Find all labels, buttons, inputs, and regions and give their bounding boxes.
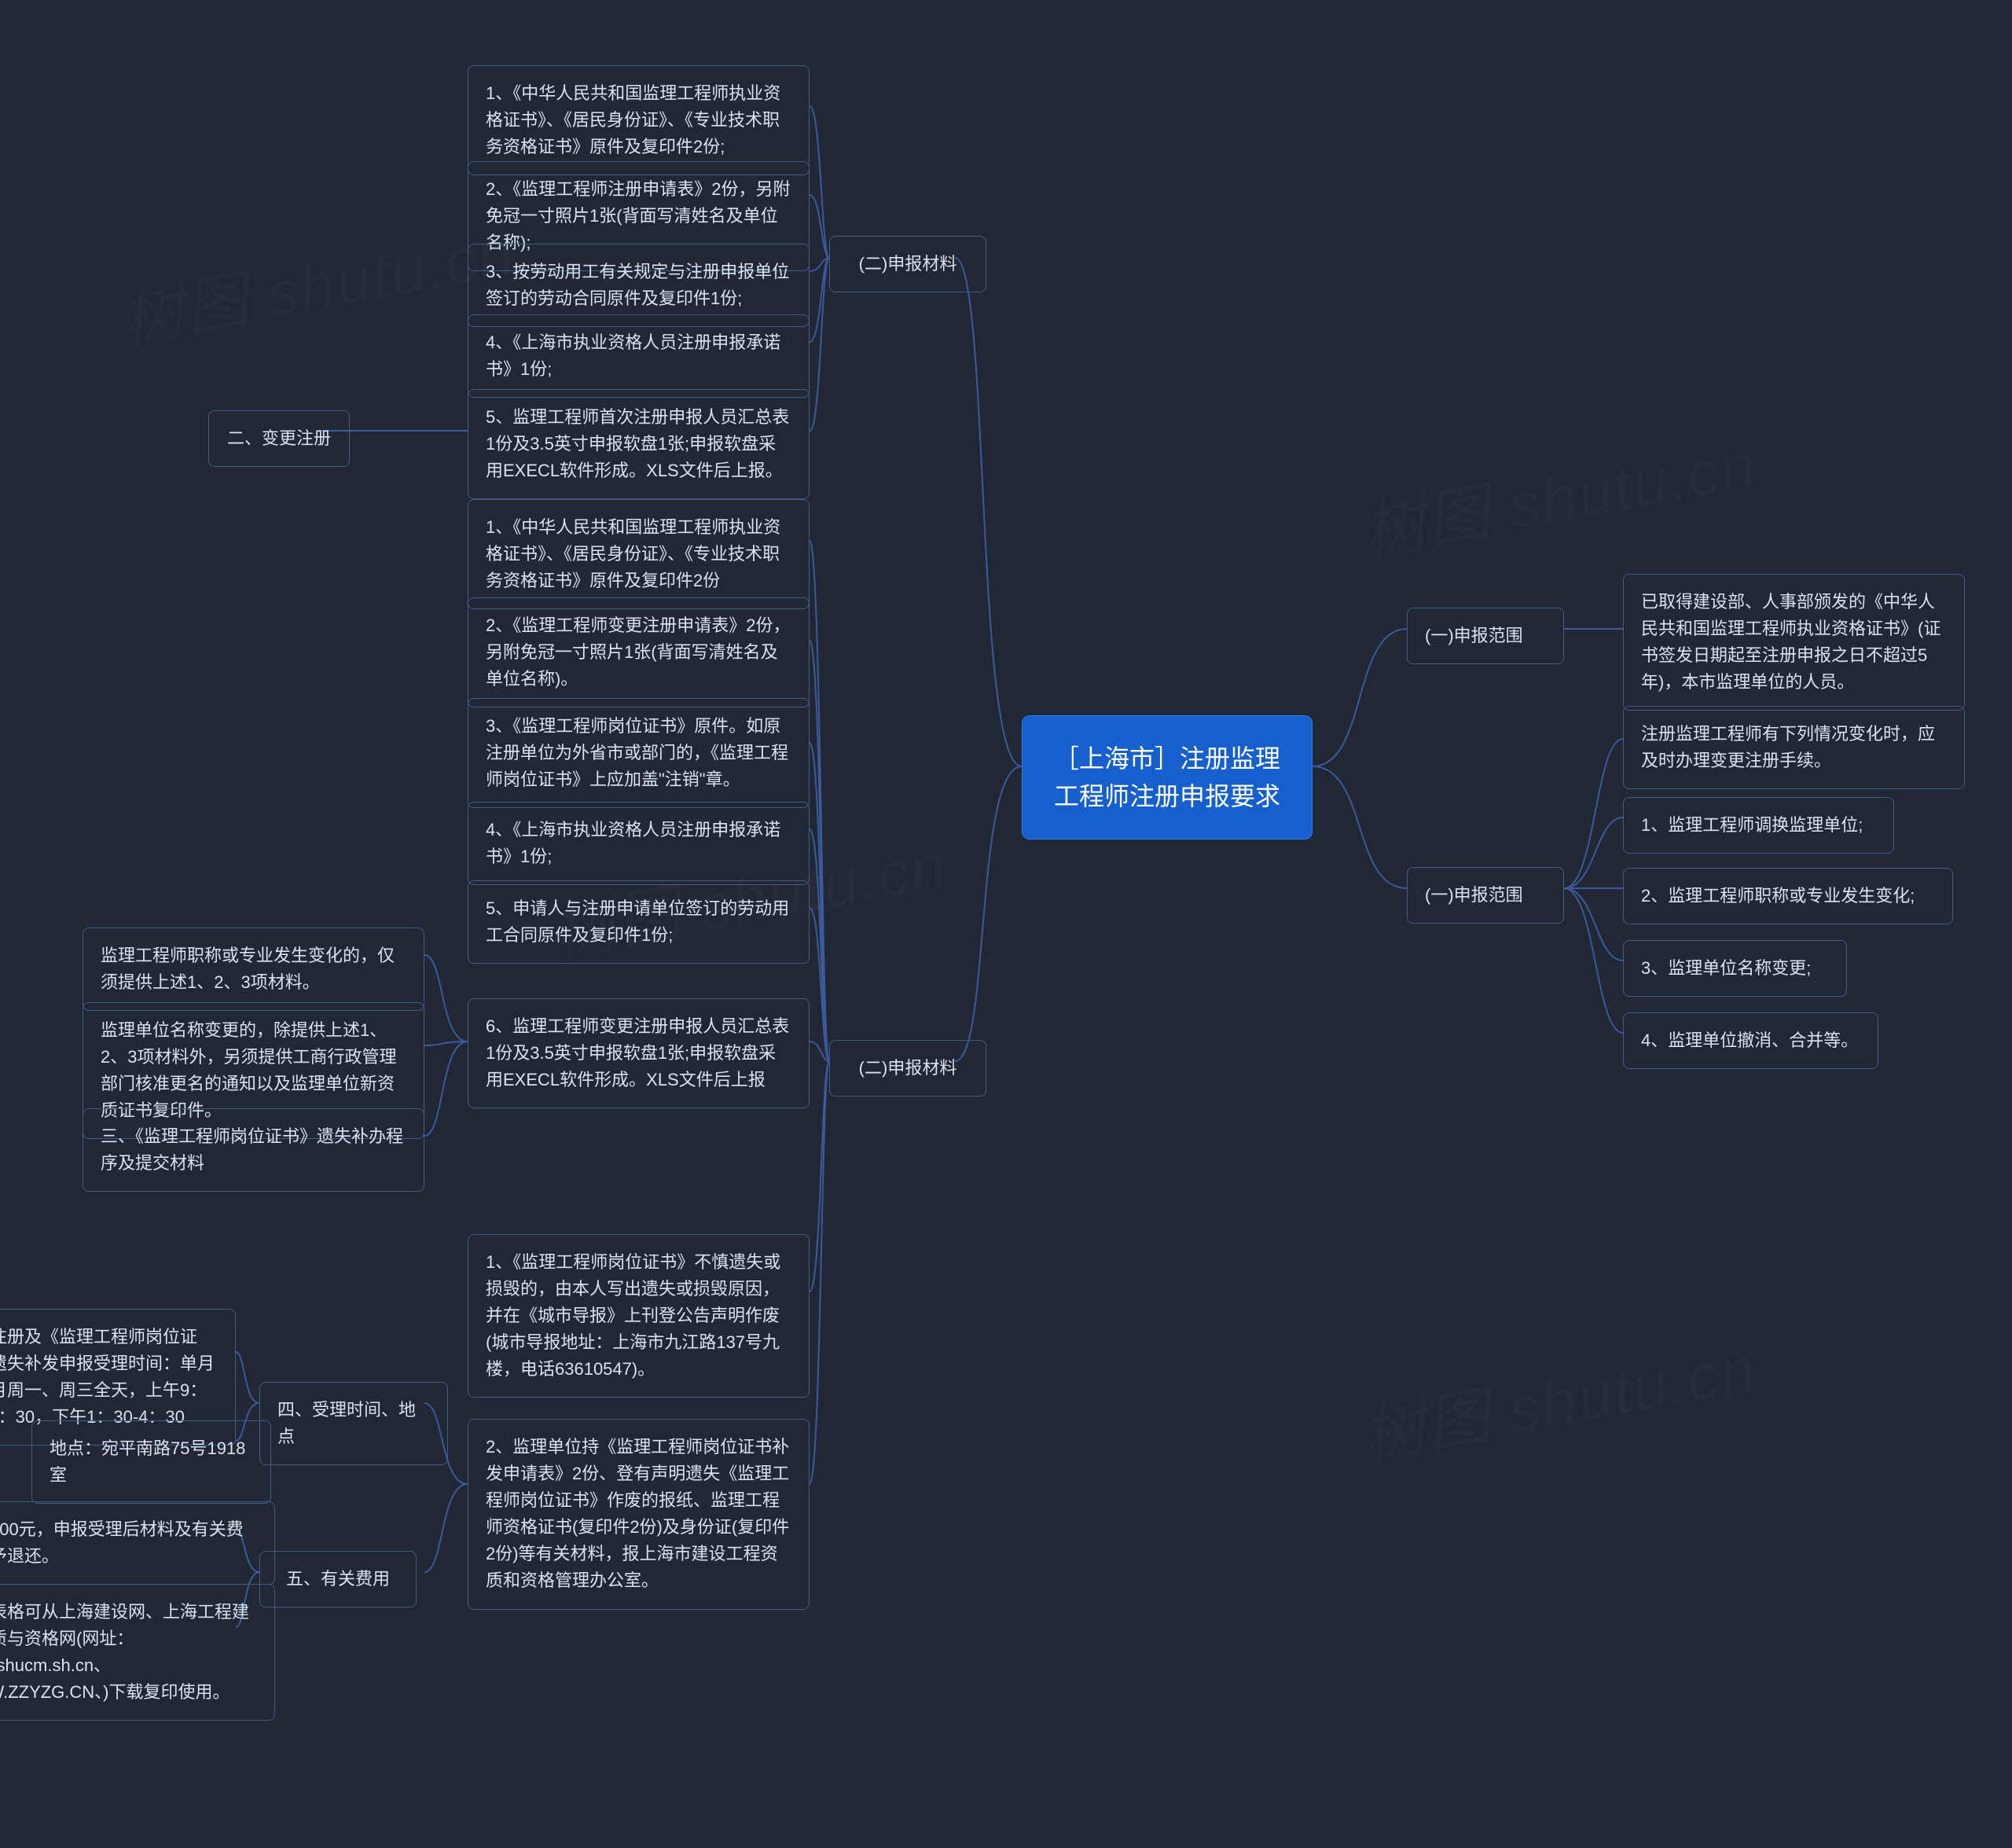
mat1-l1: 1、《中华人民共和国监理工程师执业资格证书》、《居民身份证》、《专业技术职务资格… (468, 65, 810, 175)
watermark: 树图 shutu.cn (1355, 414, 1763, 573)
mat2-l5: 5、申请人与注册申请单位签订的劳动用工合同原件及复印件1份; (468, 880, 810, 964)
fee-d1: 每人100元，申报受理后材料及有关费用不予退还。 (0, 1501, 275, 1585)
root-node: ［上海市］注册监理工程师注册申报要求 (1022, 715, 1313, 839)
watermark: 树图 shutu.cn (1355, 1318, 1763, 1477)
mat2-l7: 1、《监理工程师岗位证书》不慎遗失或损毁的，由本人写出遗失或损毁原因，并在《城市… (468, 1234, 810, 1398)
scope1-label: (一)申报范围 (1407, 608, 1564, 664)
mat2-label: (二)申报材料 (829, 1040, 986, 1097)
scope1-detail: 已取得建设部、人事部颁发的《中华人民共和国监理工程师执业资格证书》(证书签发日期… (1623, 574, 1965, 711)
watermark: 树图 shutu.cn (113, 202, 521, 361)
mat2-l1: 1、《中华人民共和国监理工程师执业资格证书》、《居民身份证》、《专业技术职务资格… (468, 499, 810, 609)
time-label: 四、受理时间、地点 (259, 1382, 448, 1465)
mat2-below-c: 三、《监理工程师岗位证书》遗失补办程序及提交材料 (83, 1108, 424, 1192)
mat2-below-a: 监理工程师职称或专业发生变化的，仅须提供上述1、2、3项材料。 (83, 928, 424, 1011)
mat1-l4: 4、《上海市执业资格人员注册申报承诺书》1份; (468, 314, 810, 398)
scope2-intro: 注册监理工程师有下列情况变化时，应及时办理变更注册手续。 (1623, 706, 1965, 789)
mat2-l4: 4、《上海市执业资格人员注册申报承诺书》1份; (468, 802, 810, 885)
scope2-i3: 3、监理单位名称变更; (1623, 940, 1847, 997)
mat2-l8: 2、监理单位持《监理工程师岗位证书补发申请表》2份、登有声明遗失《监理工程师岗位… (468, 1419, 810, 1610)
mat1-label: (二)申报材料 (829, 236, 986, 292)
time-d2: 地点：宛平南路75号1918室 (31, 1420, 271, 1504)
scope2-i1: 1、监理工程师调换监理单位; (1623, 797, 1894, 854)
fee-label: 五、有关费用 (259, 1551, 417, 1607)
scope2-i2: 2、监理工程师职称或专业发生变化; (1623, 868, 1953, 924)
fee-d2: 以上表格可从上海建设网、上海工程建设资质与资格网(网址：www.shucm.sh… (0, 1584, 275, 1721)
mat2-l6: 6、监理工程师变更注册申报人员汇总表1份及3.5英寸申报软盘1张;申报软盘采用E… (468, 998, 810, 1108)
scope2-i4: 4、监理单位撤消、合并等。 (1623, 1012, 1878, 1069)
mat2-l3: 3、《监理工程师岗位证书》原件。如原注册单位为外省市或部门的，《监理工程师岗位证… (468, 698, 810, 808)
change-label: 二、变更注册 (208, 410, 350, 467)
scope2-label: (一)申报范围 (1407, 867, 1564, 924)
mat2-l2: 2、《监理工程师变更注册申请表》2份，另附免冠一寸照片1张(背面写清姓名及单位名… (468, 597, 810, 707)
mat1-l5: 5、监理工程师首次注册申报人员汇总表1份及3.5英寸申报软盘1张;申报软盘采用E… (468, 389, 810, 499)
